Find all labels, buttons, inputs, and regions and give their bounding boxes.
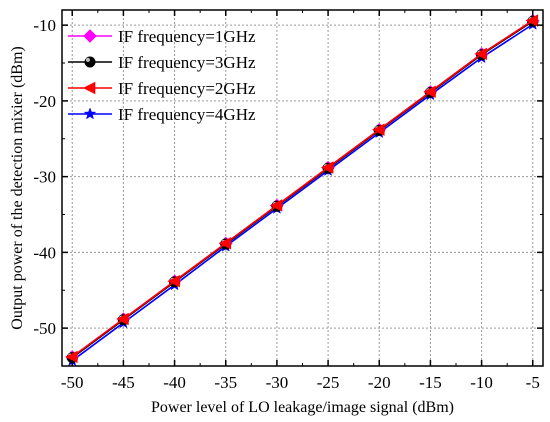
legend: IF frequency=1GHz IF frequency=3GHz IF fre… — [68, 27, 256, 124]
x-tick-label: -45 — [112, 373, 135, 392]
legend-marker — [84, 56, 96, 68]
legend-marker — [83, 29, 97, 43]
series-point — [423, 85, 436, 99]
y-axis-title: Output power of the detection mixier (dB… — [9, 46, 26, 329]
legend-label: IF frequency=1GHz — [118, 27, 256, 46]
y-tick-label: -10 — [33, 16, 56, 35]
series-point — [372, 123, 385, 136]
x-axis-title: Power level of LO leakage/image signal (… — [151, 399, 454, 416]
x-tick-label: -50 — [61, 373, 84, 392]
legend-label: IF frequency=2GHz — [118, 79, 256, 98]
legend-entry: IF frequency=2GHz — [68, 79, 256, 98]
series-point — [65, 350, 78, 364]
x-tick-label: -35 — [214, 373, 237, 392]
x-tick-label: -30 — [266, 373, 289, 392]
series-line — [71, 19, 534, 358]
series-2 — [65, 14, 539, 364]
y-tick-label: -30 — [33, 168, 56, 187]
x-tick-label: -15 — [419, 373, 442, 392]
x-tick-label: -25 — [317, 373, 340, 392]
legend-marker-highlight — [85, 57, 90, 63]
x-tick-label: -10 — [470, 373, 493, 392]
series-line — [71, 23, 534, 362]
legend-entry: IF frequency=3GHz — [68, 53, 256, 72]
y-tick-label: -40 — [33, 243, 56, 262]
x-tick-label: -40 — [163, 373, 186, 392]
y-tick-label: -50 — [33, 319, 56, 338]
legend-entry: IF frequency=1GHz — [68, 27, 256, 46]
axis-ticks: -50 -45 -40 -35 -30 -25 -20 -15 -10 -5 -50 -40 -30 -2… — [33, 10, 543, 392]
grid-lines — [62, 10, 543, 366]
legend-label: IF frequency=3GHz — [118, 53, 256, 72]
series-point — [525, 14, 539, 27]
legend-marker-body — [84, 56, 96, 68]
plot-series — [65, 13, 540, 367]
legend-entry: IF frequency=4GHz — [68, 105, 256, 124]
legend-marker — [82, 81, 96, 95]
series-point — [474, 47, 487, 61]
series-point — [269, 199, 283, 212]
x-tick-label: -20 — [368, 373, 391, 392]
legend-label: IF frequency=4GHz — [118, 105, 256, 124]
x-tick-label: -5 — [526, 373, 540, 392]
legend-marker — [83, 107, 97, 120]
series-point — [167, 274, 180, 288]
series-point — [320, 161, 334, 174]
series-point — [116, 312, 129, 326]
series-point — [218, 237, 232, 250]
y-tick-label: -20 — [33, 92, 56, 111]
